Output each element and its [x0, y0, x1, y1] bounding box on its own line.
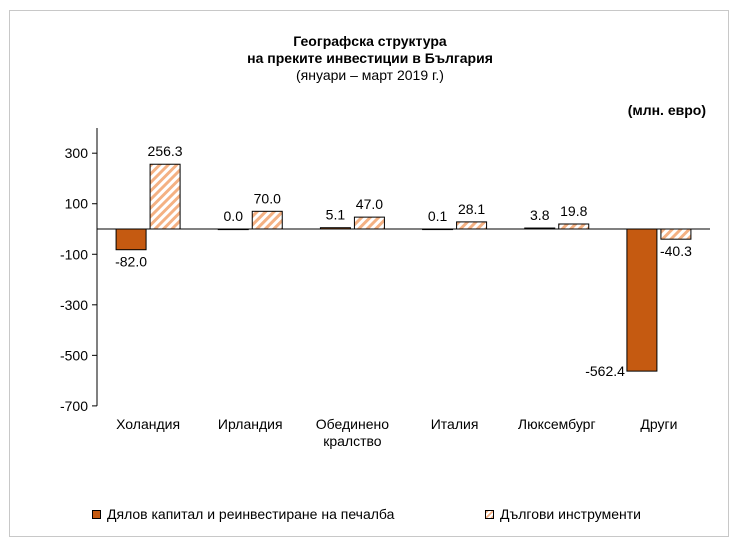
bar-debt [149, 163, 181, 230]
data-label-debt: 28.1 [458, 201, 485, 217]
data-label-equity: 5.1 [326, 207, 346, 223]
bar-equity [626, 228, 658, 372]
bar-equity [217, 228, 249, 231]
bar-debt [558, 223, 590, 230]
data-label-debt: 70.0 [254, 190, 281, 206]
data-label-equity: -82.0 [115, 254, 147, 270]
chart-title: Географска структура [293, 33, 447, 49]
bar-debt [251, 210, 283, 230]
y-tick-label: 300 [65, 145, 89, 161]
data-label-debt: 256.3 [148, 143, 183, 159]
bar-debt [660, 228, 692, 240]
legend-swatch-debt [485, 509, 494, 519]
category-label: Ирландия [218, 416, 283, 432]
data-label-debt: 47.0 [356, 196, 383, 212]
legend-label-debt: Дългови инструменти [500, 506, 641, 522]
data-label-equity: 0.0 [224, 208, 244, 224]
category-label: Обединено [316, 416, 389, 432]
bar-equity [524, 227, 556, 230]
y-tick-label: -500 [60, 347, 88, 363]
data-label-equity: 0.1 [428, 208, 448, 224]
bar-equity [422, 228, 454, 231]
data-label-debt: 19.8 [560, 203, 587, 219]
data-label-debt: -40.3 [660, 243, 692, 259]
y-tick-label: 100 [65, 196, 89, 212]
bar-debt [353, 216, 385, 230]
chart-frame [9, 10, 729, 537]
y-tick-label: -700 [60, 398, 88, 414]
legend-swatch-equity [92, 509, 101, 519]
category-label: кралство [323, 433, 382, 449]
bar-equity [115, 228, 147, 251]
unit-label: (млн. евро) [627, 102, 706, 118]
y-tick-label: -300 [60, 297, 88, 313]
category-label: Други [640, 416, 677, 432]
bar-debt [456, 221, 488, 230]
chart-subtitle: (януари – март 2019 г.) [296, 67, 444, 83]
legend-item-debt: Дългови инструменти [485, 506, 641, 522]
chart-title-line2: на преките инвестиции в България [247, 50, 493, 66]
data-label-equity: 3.8 [530, 207, 550, 223]
legend-item-equity: Дялов капитал и реинвестиране на печалба [92, 506, 394, 522]
data-label-equity: -562.4 [585, 363, 625, 379]
y-tick-label: -100 [60, 246, 88, 262]
category-label: Люксембург [518, 416, 596, 432]
legend-label-equity: Дялов капитал и реинвестиране на печалба [107, 506, 395, 522]
category-label: Италия [431, 416, 479, 432]
category-label: Холандия [116, 416, 180, 432]
bar-equity [319, 227, 351, 230]
